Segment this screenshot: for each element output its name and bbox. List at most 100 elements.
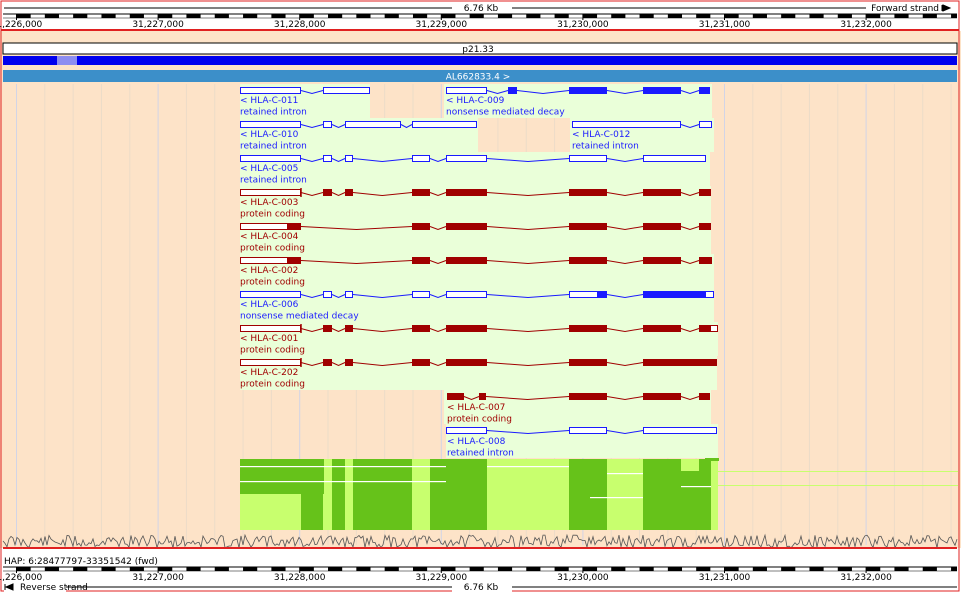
transcript-hla-c-010[interactable]: < HLA-C-010 retained intron — [240, 118, 478, 152]
exon — [345, 291, 353, 298]
exon — [643, 427, 717, 434]
coding-exon — [643, 257, 681, 264]
intron — [429, 294, 447, 299]
transcript-biotype: protein coding — [240, 210, 305, 220]
transcript-hla-c-002[interactable]: < HLA-C-002 protein coding — [240, 254, 714, 288]
scale-segment — [611, 14, 626, 18]
scale-segment — [129, 14, 144, 18]
coding-exon — [508, 87, 517, 94]
intron — [486, 90, 509, 95]
scale-segment — [809, 14, 824, 18]
reverse-strand-label: Reverse strand — [20, 583, 88, 593]
intron — [331, 328, 346, 333]
scale-segment — [526, 14, 541, 18]
intron — [300, 124, 324, 129]
top-scale-bar — [3, 13, 957, 19]
intron — [606, 260, 644, 265]
intron — [352, 294, 413, 299]
transcript-hla-c-011[interactable]: < HLA-C-011 retained intron — [240, 84, 370, 118]
coding-exon — [597, 291, 607, 298]
coding-exon — [412, 257, 430, 264]
sequence-track-highlight — [57, 56, 77, 65]
exon — [240, 359, 301, 366]
exon — [323, 87, 370, 94]
intron — [606, 192, 644, 197]
scale-segment — [73, 567, 88, 571]
exon — [240, 87, 301, 94]
transcript-biotype: retained intron — [240, 108, 307, 118]
transcript-hla-c-003[interactable]: < HLA-C-003 protein coding — [240, 186, 711, 220]
bottom-tick-labels: 31,226,000 31,227,000 31,228,000 31,229,000… — [0, 567, 892, 583]
scale-segment — [243, 567, 258, 571]
coding-exon — [699, 325, 711, 332]
contig-bar[interactable] — [3, 70, 957, 82]
scale-segment — [724, 567, 739, 571]
scale-tick-label: 31,230,000 — [557, 573, 609, 583]
scale-tick-label: 31,230,000 — [557, 20, 609, 30]
exon — [240, 189, 301, 196]
scale-tick-label: 31,229,000 — [416, 573, 468, 583]
scale-segment — [186, 567, 201, 571]
scale-segment — [158, 567, 173, 571]
transcript-biotype: protein coding — [240, 278, 305, 288]
scale-segment — [497, 14, 513, 18]
scale-segment — [696, 14, 711, 18]
scale-tick-label: 31,227,000 — [132, 20, 184, 30]
scale-tick-label: 31,228,000 — [274, 573, 326, 583]
scale-segment — [441, 14, 456, 18]
coding-exon — [569, 257, 607, 264]
intron — [606, 294, 644, 299]
transcript-hla-c-008[interactable]: < HLA-C-008 retained intron — [446, 424, 718, 459]
transcript-hla-c-006[interactable]: < HLA-C-006 nonsense mediated decay — [240, 288, 714, 322]
variation-block — [301, 459, 323, 530]
intron — [400, 124, 413, 129]
transcript-hla-c-012[interactable]: < HLA-C-012 retained intron — [570, 118, 714, 152]
variation-block — [332, 459, 345, 530]
transcript-hla-c-004[interactable]: < HLA-C-004 protein coding — [240, 220, 711, 254]
sequence-track[interactable] — [3, 56, 957, 65]
scale-segment — [922, 14, 937, 18]
coding-exon — [412, 189, 430, 196]
coding-exon — [345, 325, 353, 332]
transcript-name: < HLA-C-010 — [240, 130, 299, 140]
scale-segment — [44, 14, 59, 18]
chromosome-band[interactable] — [2, 42, 958, 55]
variation-gap — [590, 497, 643, 499]
scale-tick-label: 31,231,000 — [699, 573, 751, 583]
variation-tail — [712, 485, 958, 486]
bottom-scale-bar — [3, 566, 957, 572]
intron — [486, 192, 570, 197]
transcript-name: < HLA-C-012 — [572, 130, 630, 140]
exon — [572, 121, 681, 128]
transcript-hla-c-202[interactable]: < HLA-C-202 protein coding — [240, 356, 717, 390]
transcript-hla-c-005[interactable]: < HLA-C-005 retained intron — [240, 152, 710, 186]
intron — [352, 362, 413, 367]
scale-tick-label: 31,229,000 — [416, 20, 468, 30]
intron — [606, 362, 644, 367]
top-ruler: 6.76 Kb Forward strand 31,226,000 31,227,… — [0, 2, 959, 31]
transcript-name: < HLA-C-002 — [240, 266, 298, 276]
forward-strand-label: Forward strand — [871, 4, 939, 14]
exon — [643, 155, 706, 162]
transcript-hla-c-007[interactable]: < HLA-C-007 protein coding — [444, 390, 711, 425]
coding-exon — [643, 359, 717, 366]
variation-block — [643, 459, 681, 530]
exon — [412, 155, 430, 162]
transcript-biotype: nonsense mediated decay — [240, 312, 359, 322]
intron — [486, 226, 570, 231]
intron — [300, 328, 324, 333]
transcript-name: < HLA-C-011 — [240, 96, 298, 106]
intron — [486, 260, 570, 265]
transcript-hla-c-009[interactable]: < HLA-C-009 nonsense mediated decay — [444, 84, 712, 118]
variation-track — [240, 458, 958, 530]
transcript-track: < HLA-C-011 retained intron < HLA-C-009 non… — [240, 84, 718, 459]
transcript-hla-c-001[interactable]: < HLA-C-001 protein coding — [240, 322, 718, 356]
coding-exon — [643, 223, 681, 230]
scale-segment — [384, 567, 399, 571]
transcript-biotype: protein coding — [240, 380, 305, 390]
scale-segment — [639, 567, 654, 571]
scale-segment — [554, 14, 569, 18]
exon — [323, 121, 332, 128]
scale-tick-label: 31,227,000 — [132, 573, 184, 583]
